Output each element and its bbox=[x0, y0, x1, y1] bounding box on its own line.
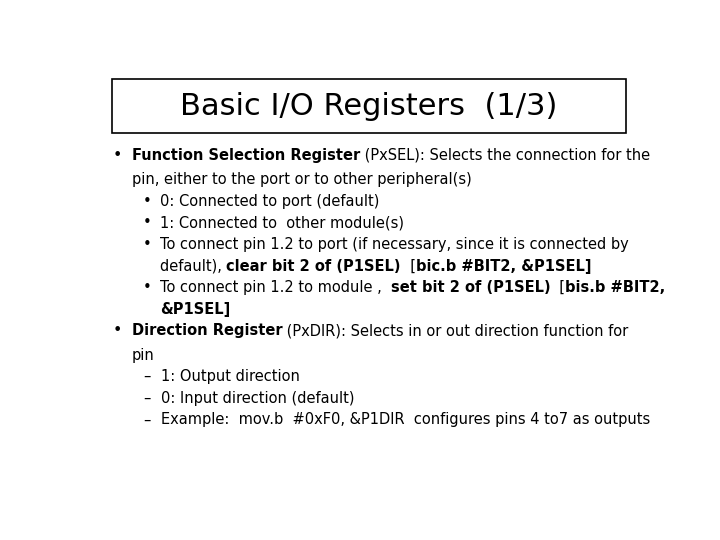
Text: •: • bbox=[143, 237, 152, 252]
Text: Basic I/O Registers  (1/3): Basic I/O Registers (1/3) bbox=[180, 92, 558, 121]
Text: •: • bbox=[112, 148, 122, 163]
Text: &P1SEL]: &P1SEL] bbox=[160, 302, 230, 317]
Text: (PxDIR): Selects in or out direction function for: (PxDIR): Selects in or out direction fun… bbox=[282, 323, 629, 339]
Text: set bit 2 of (P1SEL): set bit 2 of (P1SEL) bbox=[391, 280, 550, 295]
Text: •: • bbox=[143, 215, 152, 231]
Text: To connect pin 1.2 to module ,: To connect pin 1.2 to module , bbox=[160, 280, 391, 295]
Text: (PxSEL): Selects the connection for the: (PxSEL): Selects the connection for the bbox=[360, 148, 650, 163]
Text: pin, either to the port or to other peripheral(s): pin, either to the port or to other peri… bbox=[132, 172, 472, 187]
Text: Function Selection Register: Function Selection Register bbox=[132, 148, 360, 163]
FancyBboxPatch shape bbox=[112, 79, 626, 133]
Text: •: • bbox=[143, 194, 152, 208]
Text: 0: Input direction (default): 0: Input direction (default) bbox=[161, 391, 355, 406]
Text: –: – bbox=[143, 413, 150, 427]
Text: 0: Connected to port (default): 0: Connected to port (default) bbox=[160, 194, 379, 208]
Text: To connect pin 1.2 to port (if necessary, since it is connected by: To connect pin 1.2 to port (if necessary… bbox=[160, 237, 629, 252]
Text: –: – bbox=[143, 391, 150, 406]
Text: •: • bbox=[112, 323, 122, 339]
Text: –: – bbox=[143, 369, 150, 384]
Text: bic.b #BIT2, &P1SEL]: bic.b #BIT2, &P1SEL] bbox=[415, 259, 591, 274]
Text: bis.b #BIT2,: bis.b #BIT2, bbox=[565, 280, 665, 295]
Text: pin: pin bbox=[132, 348, 155, 362]
Text: Example:  mov.b  #0xF0, &P1DIR  configures pins 4 to7 as outputs: Example: mov.b #0xF0, &P1DIR configures … bbox=[161, 413, 651, 427]
Text: 1: Output direction: 1: Output direction bbox=[161, 369, 300, 384]
Text: Direction Register: Direction Register bbox=[132, 323, 282, 339]
Text: [: [ bbox=[550, 280, 565, 295]
Text: clear bit 2 of (P1SEL): clear bit 2 of (P1SEL) bbox=[226, 259, 401, 274]
Text: default),: default), bbox=[160, 259, 226, 274]
Text: 1: Connected to  other module(s): 1: Connected to other module(s) bbox=[160, 215, 404, 231]
Text: [: [ bbox=[401, 259, 415, 274]
Text: •: • bbox=[143, 280, 152, 295]
